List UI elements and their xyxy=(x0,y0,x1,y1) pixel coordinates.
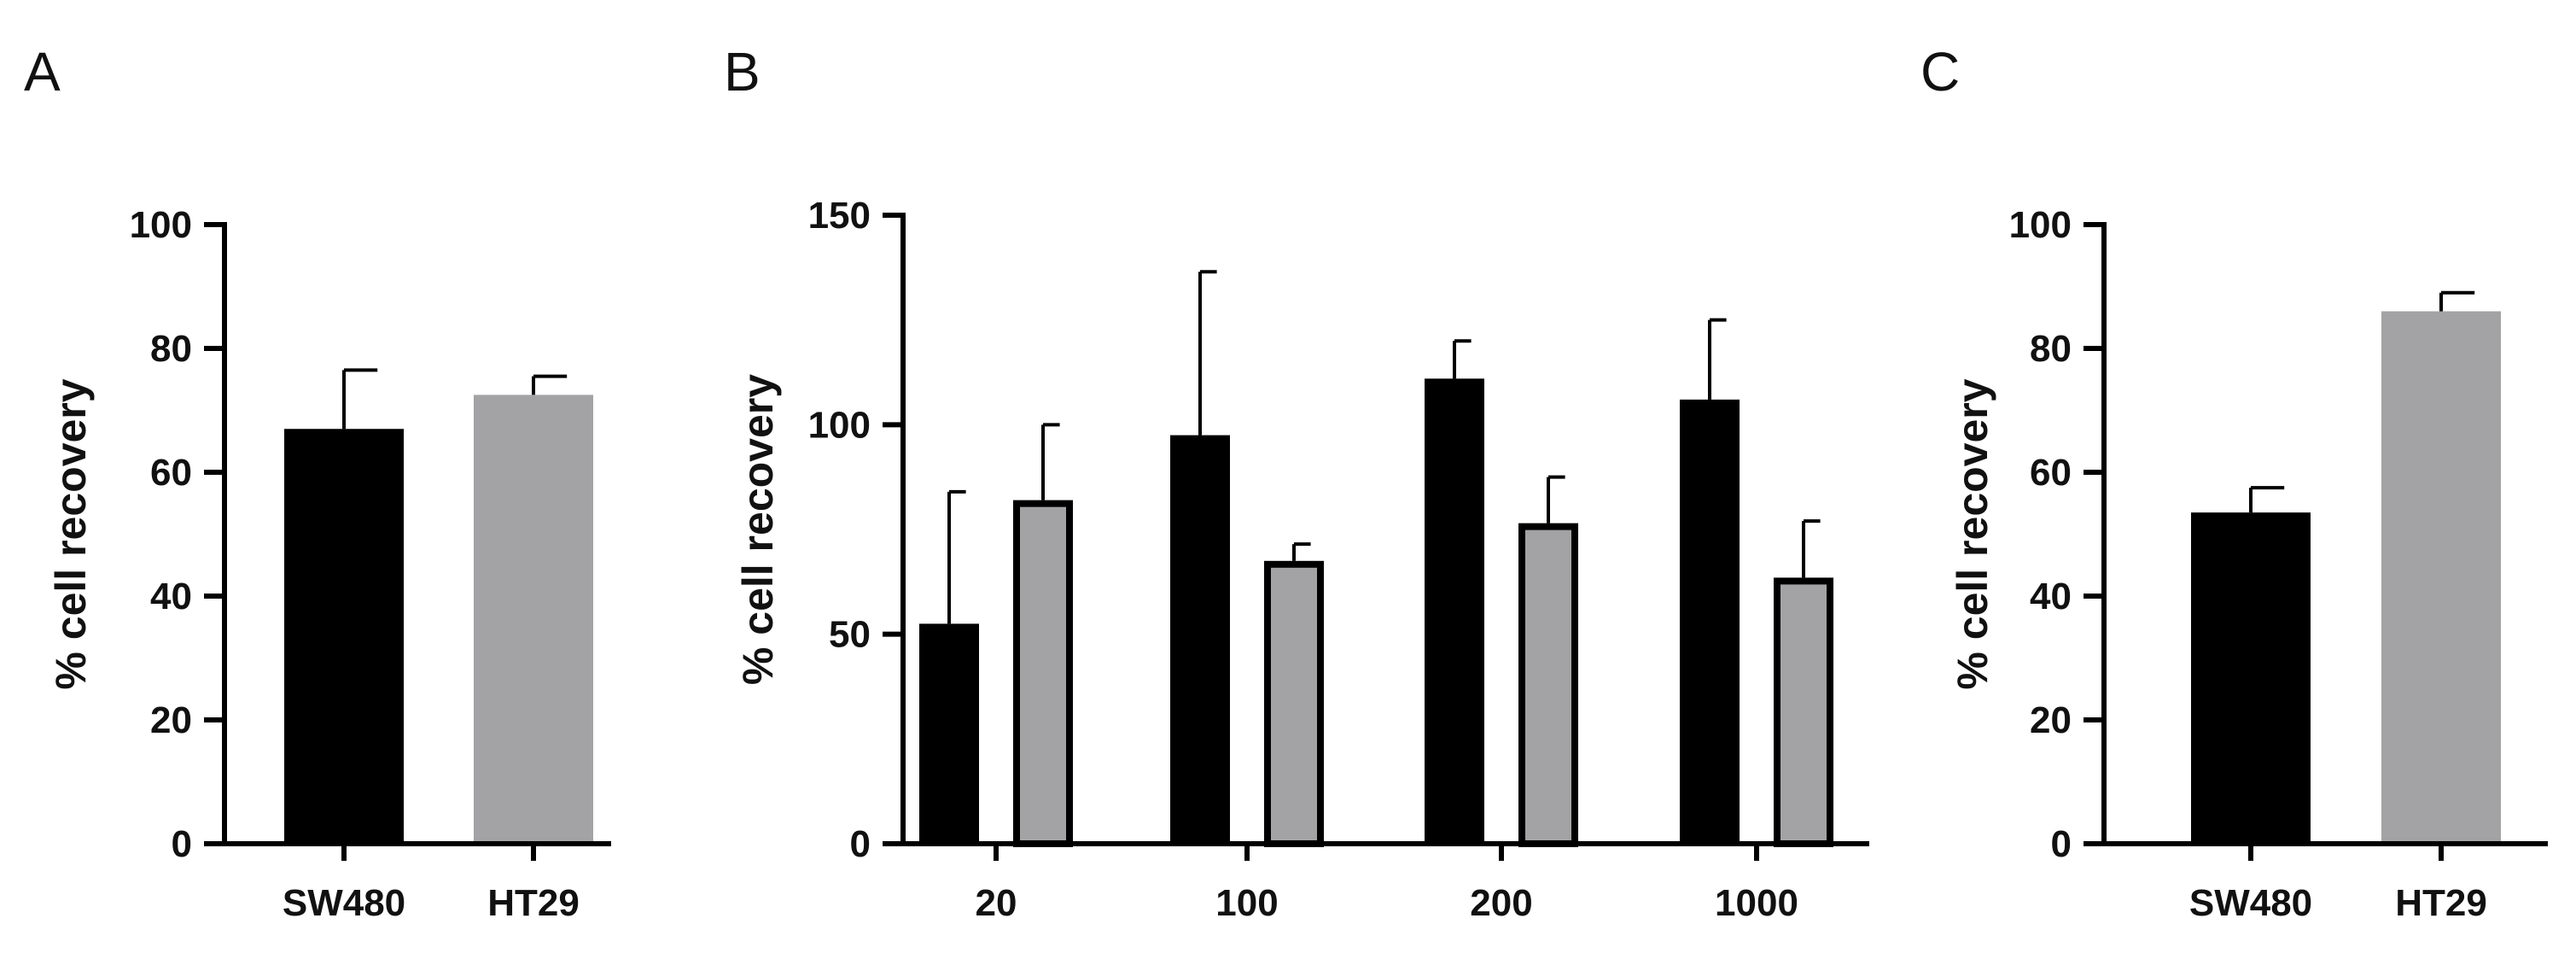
panel-a-bar-sw480 xyxy=(284,429,404,844)
panel-a-letter: A xyxy=(24,41,61,102)
panel-b: B 20 100 200 1000 0 50 100 150 % cell recovery xyxy=(724,41,1869,924)
panel-c-y-tick-label: 0 xyxy=(2051,823,2072,865)
panel-b-x-tick-label: 20 xyxy=(976,882,1017,924)
panel-b-x-tick-label: 200 xyxy=(1470,882,1532,924)
panel-a-x-tick-label: SW480 xyxy=(283,882,405,924)
panel-b-y-tick-label: 150 xyxy=(808,195,871,237)
panel-b-bar-1000-series-2 xyxy=(1774,577,1833,848)
panel-b-y-axis-title: % cell recovery xyxy=(734,374,782,685)
panel-c-y-tick-label: 60 xyxy=(2030,452,2072,494)
panel-c: C SW480 HT29 0 20 40 60 80 100 % cell recovery xyxy=(1920,41,2548,924)
panel-a: A SW480 HT29 0 20 40 60 80 100 % cell recovery xyxy=(24,41,611,924)
panel-a-bar-ht29 xyxy=(474,395,593,844)
panel-b-bar-1000-series-1 xyxy=(1680,399,1740,845)
panel-c-x-tick-label: HT29 xyxy=(2395,882,2487,924)
panel-c-y-tick-label: 80 xyxy=(2030,328,2072,370)
panel-a-y-tick-label: 40 xyxy=(150,576,192,617)
panel-b-bar-20-series-1 xyxy=(919,623,979,844)
panel-a-y-tick-label: 80 xyxy=(150,328,192,370)
panel-c-x-tick-label: SW480 xyxy=(2189,882,2312,924)
panel-a-y-axis-title: % cell recovery xyxy=(47,378,95,689)
panel-b-x-tick-label: 100 xyxy=(1215,882,1278,924)
panel-b-y-tick-label: 100 xyxy=(808,404,871,446)
panel-b-bar-100-series-1 xyxy=(1170,435,1230,844)
panel-b-x-tick-label: 1000 xyxy=(1715,882,1798,924)
panel-b-bar-200-series-1 xyxy=(1425,378,1484,844)
panel-a-y-tick-label: 0 xyxy=(172,823,192,865)
panel-b-y-tick-label: 50 xyxy=(829,614,871,656)
panel-b-bar-100-series-2 xyxy=(1264,560,1324,847)
panel-a-x-tick-label: HT29 xyxy=(487,882,580,924)
panel-c-y-axis-title: % cell recovery xyxy=(1949,378,1996,689)
panel-b-bar-20-series-2 xyxy=(1013,500,1073,847)
panel-a-y-tick-label: 100 xyxy=(130,204,192,246)
panel-b-y-tick-label: 0 xyxy=(850,823,871,865)
panel-c-bar-ht29 xyxy=(2381,311,2501,844)
panel-c-letter: C xyxy=(1920,41,1960,102)
panel-b-letter: B xyxy=(724,41,761,102)
panel-c-y-tick-label: 20 xyxy=(2030,699,2072,741)
panel-b-bar-200-series-2 xyxy=(1518,523,1578,847)
panel-c-y-tick-label: 40 xyxy=(2030,576,2072,617)
panel-c-bar-sw480 xyxy=(2191,512,2311,844)
panel-c-y-tick-label: 100 xyxy=(2009,204,2072,246)
panel-a-y-tick-label: 60 xyxy=(150,452,192,494)
panel-a-y-tick-label: 20 xyxy=(150,699,192,741)
